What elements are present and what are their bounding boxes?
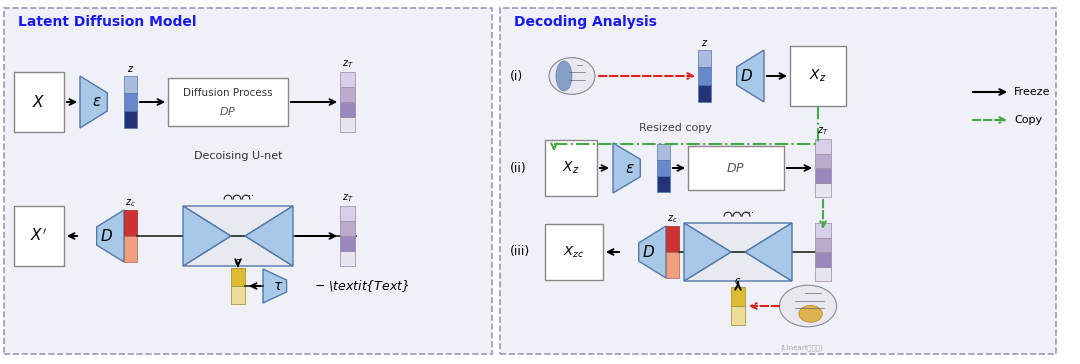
Text: $c$: $c$ xyxy=(234,257,242,267)
FancyBboxPatch shape xyxy=(815,252,831,266)
Text: $z_T$: $z_T$ xyxy=(341,58,353,70)
Text: $\tau$: $\tau$ xyxy=(273,279,283,293)
FancyBboxPatch shape xyxy=(340,206,355,221)
Polygon shape xyxy=(245,206,293,266)
Polygon shape xyxy=(613,143,640,193)
Text: $z_T$: $z_T$ xyxy=(818,125,828,137)
FancyBboxPatch shape xyxy=(168,78,288,126)
FancyBboxPatch shape xyxy=(340,221,355,236)
FancyBboxPatch shape xyxy=(815,168,831,182)
FancyBboxPatch shape xyxy=(657,160,670,176)
Ellipse shape xyxy=(799,305,822,322)
Ellipse shape xyxy=(780,285,837,327)
FancyBboxPatch shape xyxy=(815,237,831,252)
Text: Latent Diffusion Model: Latent Diffusion Model xyxy=(18,15,197,29)
FancyBboxPatch shape xyxy=(14,72,64,132)
Polygon shape xyxy=(737,50,764,102)
Text: $X_z$: $X_z$ xyxy=(809,68,826,84)
Text: $z_c$: $z_c$ xyxy=(125,197,136,209)
FancyBboxPatch shape xyxy=(698,67,711,85)
Polygon shape xyxy=(684,223,792,281)
FancyBboxPatch shape xyxy=(815,182,831,197)
Text: $X_z$: $X_z$ xyxy=(563,160,580,176)
Ellipse shape xyxy=(556,61,572,91)
FancyBboxPatch shape xyxy=(340,251,355,266)
FancyBboxPatch shape xyxy=(340,102,355,117)
FancyBboxPatch shape xyxy=(815,266,831,281)
FancyBboxPatch shape xyxy=(666,252,679,278)
Polygon shape xyxy=(80,76,107,128)
Text: $DP$: $DP$ xyxy=(727,162,745,174)
FancyBboxPatch shape xyxy=(815,139,831,154)
Text: Resized copy: Resized copy xyxy=(638,123,712,133)
Polygon shape xyxy=(745,223,792,281)
FancyBboxPatch shape xyxy=(657,144,670,160)
FancyBboxPatch shape xyxy=(731,287,745,306)
FancyBboxPatch shape xyxy=(666,226,679,252)
FancyBboxPatch shape xyxy=(340,117,355,132)
Text: $\varepsilon$: $\varepsilon$ xyxy=(92,95,102,110)
FancyBboxPatch shape xyxy=(124,76,137,93)
Polygon shape xyxy=(264,269,286,303)
Text: (i): (i) xyxy=(510,70,523,83)
Text: Copy: Copy xyxy=(1014,115,1042,125)
FancyBboxPatch shape xyxy=(815,223,831,237)
Text: $D$: $D$ xyxy=(643,244,656,260)
Text: $D$: $D$ xyxy=(100,228,113,244)
Text: $z_T$: $z_T$ xyxy=(341,192,353,204)
FancyBboxPatch shape xyxy=(545,224,603,280)
FancyBboxPatch shape xyxy=(815,154,831,168)
Text: $\varepsilon$: $\varepsilon$ xyxy=(625,161,635,175)
Polygon shape xyxy=(638,226,666,278)
Text: $X$: $X$ xyxy=(32,94,45,110)
Text: $X'$: $X'$ xyxy=(30,228,48,244)
FancyBboxPatch shape xyxy=(789,46,846,106)
FancyBboxPatch shape xyxy=(14,206,64,266)
FancyBboxPatch shape xyxy=(545,140,597,196)
Text: $z$: $z$ xyxy=(701,38,708,48)
FancyBboxPatch shape xyxy=(124,111,137,128)
FancyBboxPatch shape xyxy=(124,210,137,236)
Text: $-$ \textit{Text}: $-$ \textit{Text} xyxy=(314,278,409,294)
Polygon shape xyxy=(684,223,731,281)
Text: $z$: $z$ xyxy=(126,64,134,74)
Polygon shape xyxy=(183,206,293,266)
Text: $z_c$: $z_c$ xyxy=(667,213,678,225)
Text: (Lineart店内网): (Lineart店内网) xyxy=(780,345,823,351)
FancyBboxPatch shape xyxy=(688,146,784,190)
FancyBboxPatch shape xyxy=(698,85,711,102)
Text: $D$: $D$ xyxy=(741,68,754,84)
FancyBboxPatch shape xyxy=(4,8,492,354)
Text: Decoding Analysis: Decoding Analysis xyxy=(514,15,657,29)
FancyBboxPatch shape xyxy=(340,87,355,102)
Text: Freeze: Freeze xyxy=(1014,87,1051,97)
FancyBboxPatch shape xyxy=(657,176,670,192)
FancyBboxPatch shape xyxy=(340,236,355,251)
Polygon shape xyxy=(183,206,231,266)
FancyBboxPatch shape xyxy=(340,72,355,87)
Text: $X_{zc}$: $X_{zc}$ xyxy=(564,245,584,260)
Text: Diffusion Process: Diffusion Process xyxy=(184,88,273,98)
FancyBboxPatch shape xyxy=(124,236,137,262)
Text: $c$: $c$ xyxy=(734,276,742,286)
Text: ...: ... xyxy=(745,205,755,215)
Text: (iii): (iii) xyxy=(510,245,530,258)
FancyBboxPatch shape xyxy=(231,286,245,304)
Text: (ii): (ii) xyxy=(510,162,527,174)
Ellipse shape xyxy=(549,58,595,94)
FancyBboxPatch shape xyxy=(500,8,1056,354)
FancyBboxPatch shape xyxy=(698,50,711,67)
FancyBboxPatch shape xyxy=(231,268,245,286)
FancyBboxPatch shape xyxy=(124,93,137,111)
Text: ...: ... xyxy=(245,188,255,198)
Text: $DP$: $DP$ xyxy=(219,105,237,117)
Text: Decoising U-net: Decoising U-net xyxy=(193,151,282,161)
Polygon shape xyxy=(97,210,124,262)
FancyBboxPatch shape xyxy=(731,306,745,325)
